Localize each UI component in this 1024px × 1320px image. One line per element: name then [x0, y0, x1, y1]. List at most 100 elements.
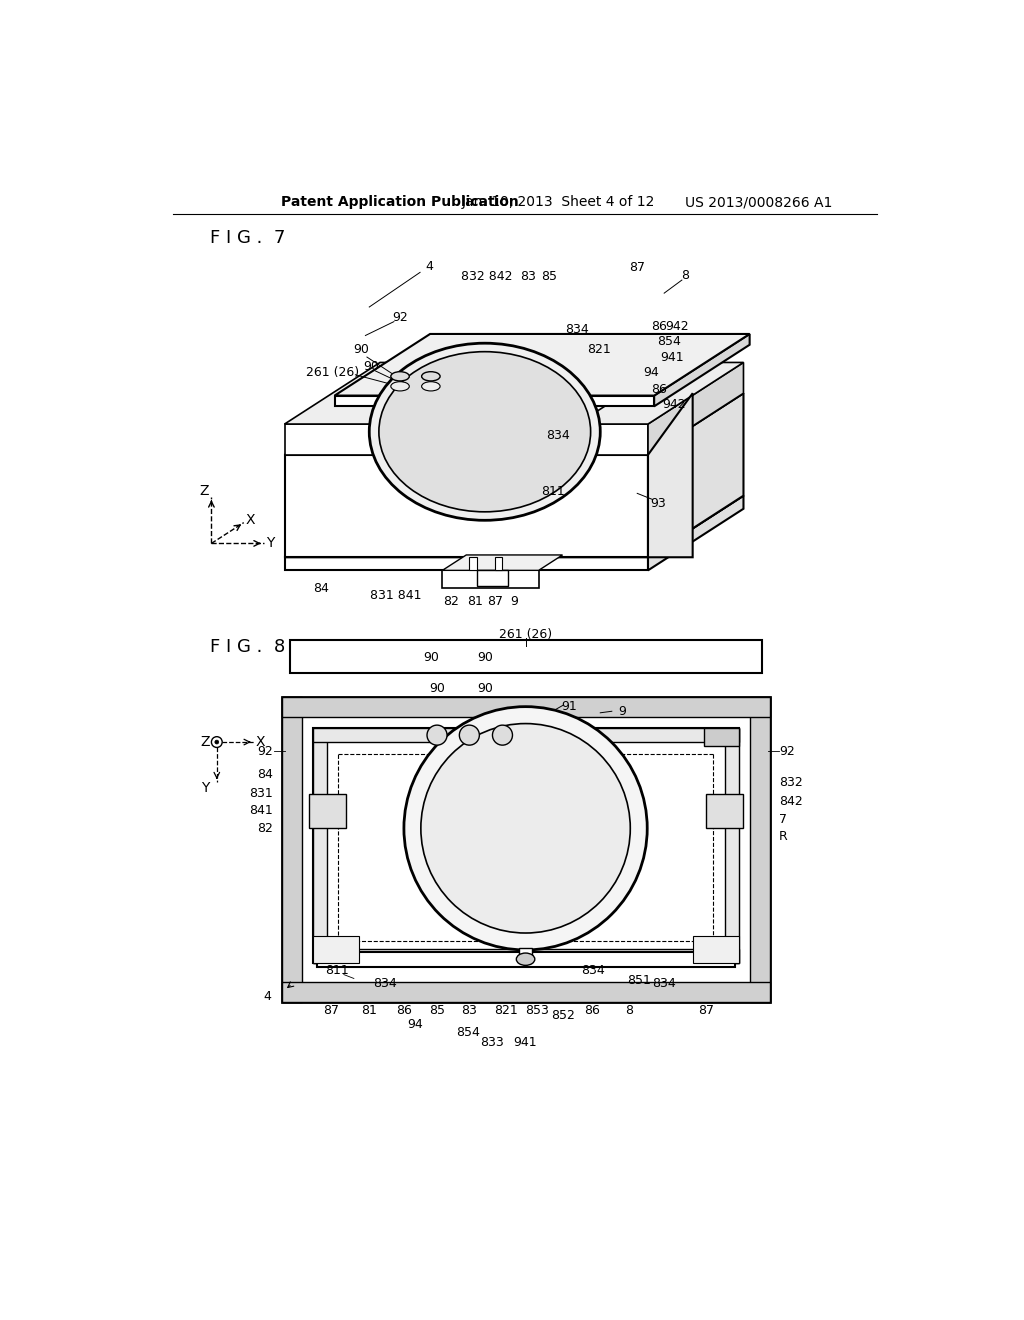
Text: 90: 90	[429, 681, 445, 694]
Polygon shape	[313, 729, 739, 964]
Polygon shape	[335, 396, 654, 407]
Polygon shape	[313, 729, 739, 742]
Ellipse shape	[422, 381, 440, 391]
Text: 831: 831	[249, 787, 273, 800]
Ellipse shape	[379, 351, 591, 512]
Text: 87: 87	[629, 261, 645, 275]
Text: 91: 91	[561, 700, 578, 713]
Text: X: X	[255, 735, 264, 748]
Text: 92: 92	[779, 744, 795, 758]
Circle shape	[215, 741, 219, 744]
Text: 852: 852	[551, 1008, 575, 1022]
Text: 86: 86	[651, 383, 667, 396]
Polygon shape	[477, 570, 508, 586]
Ellipse shape	[391, 381, 410, 391]
Polygon shape	[313, 936, 359, 964]
Polygon shape	[648, 363, 743, 455]
Text: 86: 86	[585, 1005, 600, 1018]
Text: 261 (26): 261 (26)	[306, 366, 359, 379]
Polygon shape	[578, 424, 648, 455]
Polygon shape	[283, 697, 770, 1002]
Text: 854: 854	[657, 335, 682, 348]
Text: 93: 93	[650, 496, 666, 510]
Text: 7: 7	[779, 813, 786, 825]
Polygon shape	[706, 793, 742, 829]
Text: 261 (26): 261 (26)	[499, 628, 552, 640]
Text: 86: 86	[651, 319, 667, 333]
Polygon shape	[391, 376, 410, 396]
Text: 842: 842	[779, 795, 803, 808]
Circle shape	[403, 706, 647, 950]
Text: 941: 941	[513, 1036, 537, 1049]
Text: Jan. 10, 2013  Sheet 4 of 12: Jan. 10, 2013 Sheet 4 of 12	[462, 195, 655, 210]
Polygon shape	[285, 424, 392, 455]
Text: 92: 92	[257, 744, 273, 758]
Polygon shape	[313, 729, 327, 964]
Polygon shape	[335, 334, 750, 396]
Text: 87: 87	[487, 594, 504, 607]
Circle shape	[493, 725, 512, 744]
Polygon shape	[283, 697, 770, 717]
Text: 90: 90	[353, 343, 370, 356]
Text: 841: 841	[249, 804, 273, 817]
Text: F I G .  8: F I G . 8	[210, 639, 285, 656]
Text: 833: 833	[480, 1036, 505, 1049]
Polygon shape	[648, 393, 743, 557]
Polygon shape	[705, 729, 739, 746]
Text: 90: 90	[477, 651, 493, 664]
Polygon shape	[283, 697, 301, 1002]
Text: 87: 87	[698, 1005, 715, 1018]
Text: 834: 834	[546, 429, 569, 442]
Text: 85: 85	[541, 269, 557, 282]
Polygon shape	[422, 376, 440, 396]
Polygon shape	[751, 697, 770, 1002]
Circle shape	[460, 725, 479, 744]
Text: 83: 83	[462, 1005, 477, 1018]
Polygon shape	[519, 948, 531, 960]
Polygon shape	[469, 557, 477, 570]
Polygon shape	[578, 363, 743, 424]
Text: 854: 854	[456, 1026, 480, 1039]
Text: 83: 83	[520, 269, 536, 282]
Ellipse shape	[516, 953, 535, 965]
Text: 853: 853	[525, 1005, 549, 1018]
Text: 834: 834	[565, 323, 589, 335]
Polygon shape	[290, 640, 762, 673]
Text: 90: 90	[362, 360, 379, 372]
Text: 834: 834	[373, 977, 396, 990]
Text: X: X	[245, 513, 255, 527]
Text: Patent Application Publication: Patent Application Publication	[281, 195, 518, 210]
Text: US 2013/0008266 A1: US 2013/0008266 A1	[685, 195, 833, 210]
Text: 834: 834	[581, 964, 604, 977]
Text: 942: 942	[666, 319, 689, 333]
Ellipse shape	[422, 372, 440, 381]
Text: 81: 81	[361, 1005, 377, 1018]
Text: Z: Z	[201, 735, 210, 748]
Polygon shape	[654, 334, 750, 407]
Polygon shape	[285, 455, 648, 557]
Polygon shape	[442, 554, 562, 570]
Text: 941: 941	[660, 351, 684, 363]
Text: Y: Y	[201, 781, 210, 795]
Text: 90: 90	[477, 681, 493, 694]
Text: 821: 821	[495, 1005, 518, 1018]
Text: 94: 94	[408, 1018, 423, 1031]
Text: 4: 4	[425, 260, 433, 273]
Text: 9: 9	[617, 705, 626, 718]
Text: 92: 92	[392, 312, 408, 325]
Text: Z: Z	[199, 484, 209, 498]
Circle shape	[427, 725, 447, 744]
Text: 8: 8	[626, 1005, 634, 1018]
Text: 851: 851	[627, 974, 650, 987]
Polygon shape	[648, 496, 743, 570]
Text: 87: 87	[323, 1005, 339, 1018]
Polygon shape	[442, 570, 539, 589]
Text: 832: 832	[779, 776, 803, 788]
Text: 821: 821	[587, 343, 610, 356]
Polygon shape	[725, 729, 739, 964]
Text: 832 842: 832 842	[461, 269, 512, 282]
Text: R: R	[779, 829, 787, 842]
Text: 90: 90	[423, 651, 439, 664]
Text: 84: 84	[313, 582, 330, 594]
Polygon shape	[692, 936, 739, 964]
